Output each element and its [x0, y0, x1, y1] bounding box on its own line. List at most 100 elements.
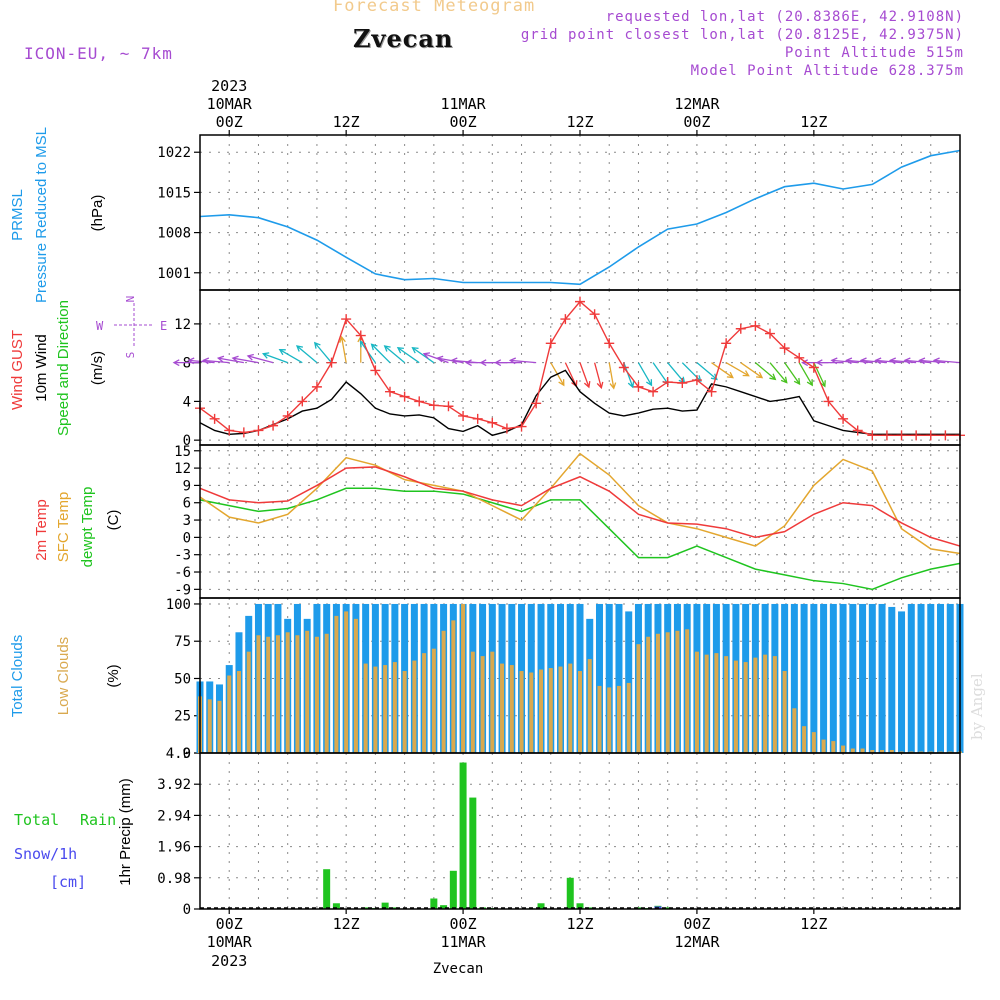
bar-low-clouds [607, 687, 612, 753]
bar-low-clouds [529, 672, 534, 753]
ylabel-total-clouds: Total Clouds [9, 635, 26, 718]
wind-arrow-head [508, 357, 517, 365]
bar-low-clouds [314, 636, 319, 753]
wind-direction-arrow [798, 362, 813, 386]
y-tick-label: 75 [174, 634, 191, 650]
wind-arrow-head [558, 379, 565, 387]
bar-low-clouds [353, 618, 358, 753]
date-label-bottom: 12MAR [674, 933, 720, 951]
wind-arrow-head [596, 381, 604, 390]
wind-direction-arrow [384, 345, 406, 364]
wind-direction-arrow [725, 362, 749, 377]
y-tick-label: 12 [174, 317, 191, 333]
gust-marker [794, 352, 805, 363]
x-tick-label-top: 00Z [683, 113, 710, 131]
wind-arrow-head [370, 343, 378, 351]
bar-total-clouds [839, 603, 847, 753]
bar-low-clouds [539, 669, 544, 753]
bar-rain [586, 907, 594, 909]
gust-marker [721, 338, 732, 349]
gust-marker [560, 314, 571, 325]
wind-direction-arrow [934, 359, 961, 364]
gust-marker [487, 417, 498, 428]
compass-west-label: W [96, 319, 104, 333]
ylabel-prmsl: PRMSL [9, 189, 26, 241]
series-sfc-temp-line [199, 452, 961, 555]
bar-total-clouds [937, 603, 945, 753]
date-label-top: 10MAR [207, 95, 253, 113]
y-tick-label: 4.9 [166, 746, 191, 762]
bar-total-clouds [859, 603, 867, 753]
gust-marker [575, 296, 585, 307]
grid-point-coordinates: grid point closest lon,lat (20.8125E, 42… [520, 27, 964, 43]
gust-marker [706, 386, 717, 397]
wind-direction-arrow [904, 359, 931, 364]
gust-marker [867, 430, 878, 441]
compass-south-label: S [124, 352, 137, 359]
bar-low-clouds [685, 629, 690, 753]
bar-low-clouds [841, 745, 846, 753]
bar-low-clouds [412, 660, 417, 753]
ylabel-celsius: (C) [105, 510, 122, 531]
wind-arrow-head [422, 352, 431, 359]
gust-marker [735, 323, 746, 334]
gust-marker [282, 410, 293, 421]
footer-location: Zvecan [433, 961, 484, 977]
wind-direction-arrow [412, 347, 435, 364]
wind-arrow-head [436, 355, 444, 363]
bar-low-clouds [568, 663, 573, 753]
x-tick-label-bottom: 12Z [566, 915, 593, 933]
bar-total-clouds [907, 603, 915, 753]
gust-marker [940, 430, 951, 441]
model-point-altitude: Model Point Altitude 628.375m [690, 63, 964, 79]
wind-direction-arrow [279, 349, 303, 364]
location-title: Zvecan [353, 24, 454, 53]
gust-marker [852, 425, 863, 436]
bar-low-clouds [870, 750, 875, 753]
y-tick-label: -9 [174, 582, 191, 598]
x-tick-label-top: 12Z [800, 113, 827, 131]
wind-arrow-head [742, 370, 750, 377]
gust-marker [355, 330, 366, 341]
bar-low-clouds [831, 741, 836, 753]
wind-arrow-head [830, 357, 838, 365]
compass-north-label: N [124, 296, 137, 303]
wind-direction-arrow [784, 362, 801, 385]
bar-low-clouds [714, 653, 719, 753]
wind-arrow-head [396, 346, 404, 354]
gust-marker [414, 396, 425, 407]
gust-marker [838, 413, 849, 424]
wind-arrow-head [801, 359, 809, 367]
gust-marker [589, 309, 600, 320]
bar-total-clouds [878, 603, 886, 753]
wind-arrow-head [278, 348, 286, 356]
gust-marker [545, 338, 556, 349]
gust-marker [341, 314, 352, 325]
bar-low-clouds [772, 656, 777, 753]
bar-low-clouds [256, 635, 261, 753]
wind-direction-arrow [510, 359, 537, 364]
gust-marker [633, 381, 644, 392]
bar-low-clouds [880, 750, 885, 753]
y-tick-label: 0.98 [157, 871, 191, 887]
wind-direction-arrow [340, 336, 347, 363]
wind-direction-arrow [263, 353, 288, 364]
wind-direction-arrow [247, 355, 274, 364]
bar-low-clouds [266, 636, 271, 753]
bar-total-clouds [849, 603, 857, 753]
y-tick-label: 100 [166, 597, 191, 613]
bar-total-clouds [917, 603, 925, 753]
wind-arrow-head [339, 335, 346, 343]
bar-rain [469, 797, 477, 909]
wind-direction-arrow [188, 359, 215, 364]
wind-arrow-head [903, 357, 911, 365]
bar-low-clouds [217, 700, 222, 753]
wind-arrow-head [918, 357, 926, 365]
bar-low-clouds [704, 654, 709, 753]
panel-frame [199, 134, 961, 291]
gust-marker [925, 430, 936, 441]
wind-arrow-head [627, 381, 635, 389]
y-tick-label: 6 [183, 496, 191, 512]
wind-arrow-head [411, 346, 419, 354]
